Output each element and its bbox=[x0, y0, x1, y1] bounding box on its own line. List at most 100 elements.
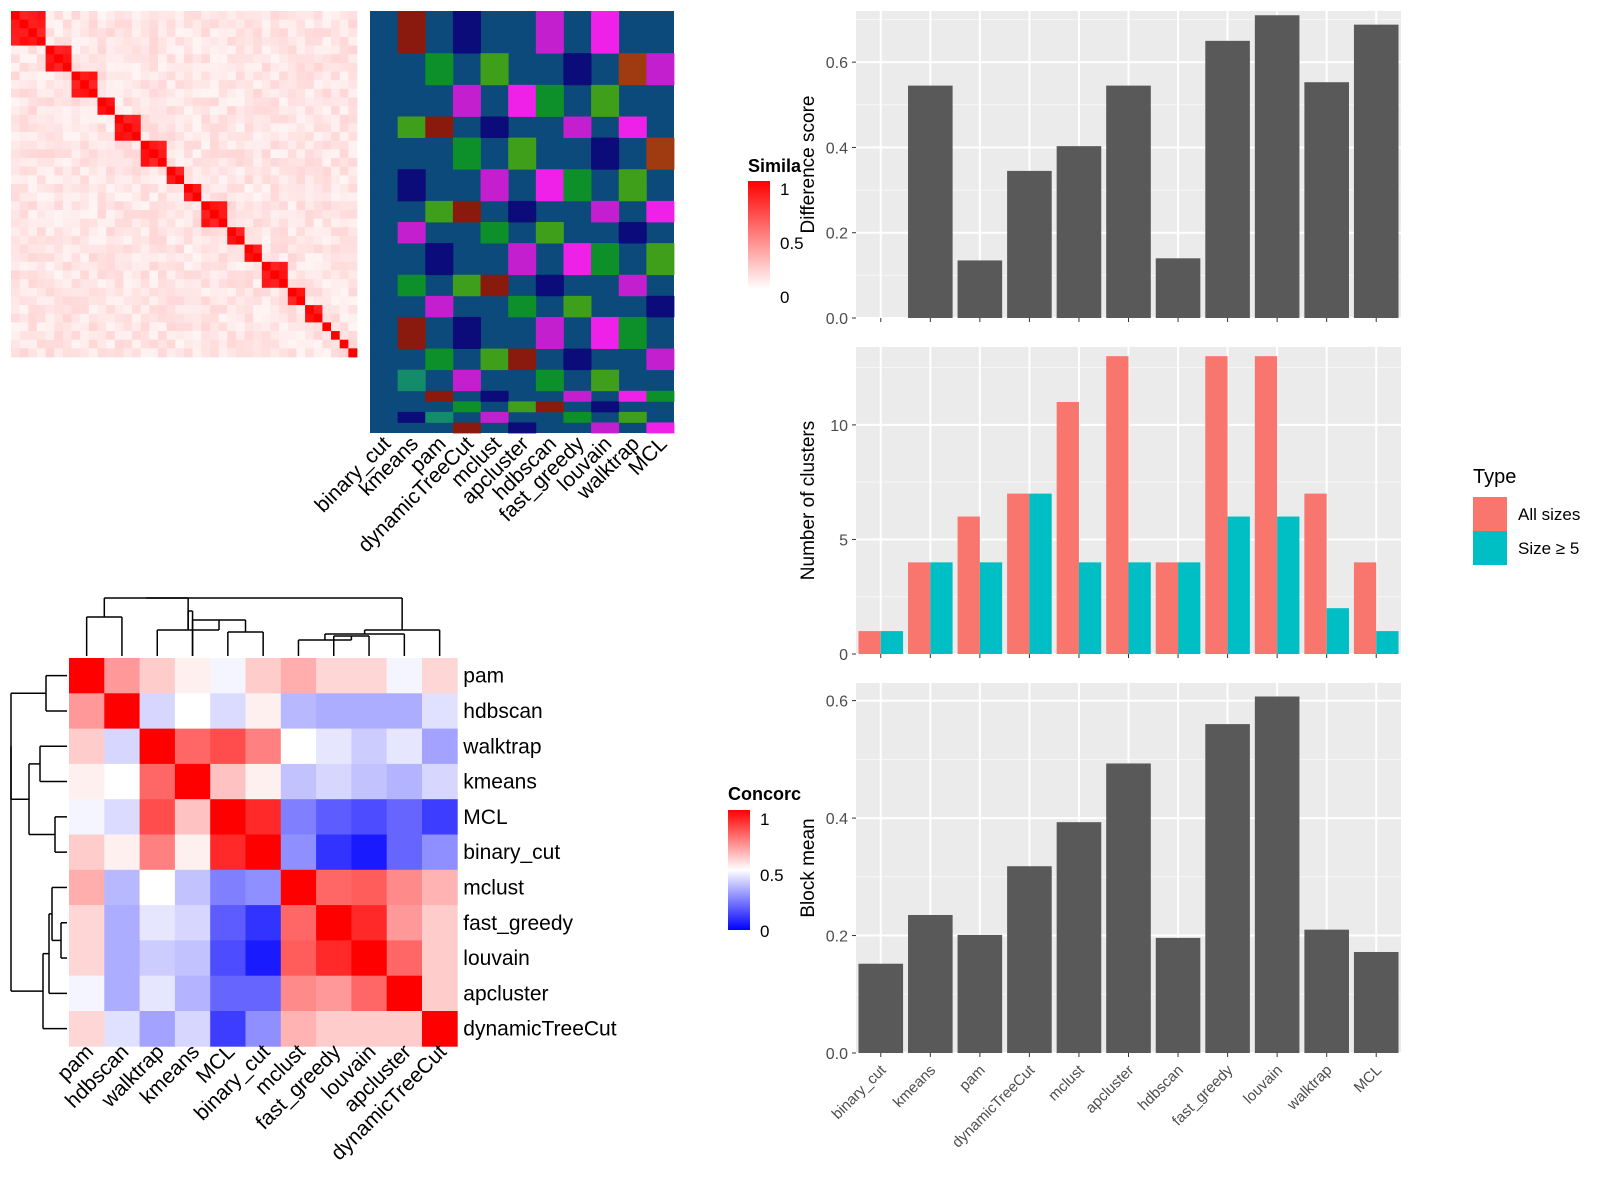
similarity-cell bbox=[28, 209, 38, 219]
similarity-cell bbox=[80, 123, 90, 133]
similarity-cell bbox=[201, 11, 211, 21]
similarity-cell bbox=[97, 149, 107, 159]
similarity-cell bbox=[62, 175, 72, 185]
similarity-cell bbox=[235, 123, 245, 133]
legend-key-size-ge-5 bbox=[1473, 531, 1507, 565]
concordance-cell bbox=[139, 658, 176, 694]
similarity-cell bbox=[71, 71, 81, 81]
similarity-cell bbox=[270, 287, 280, 297]
similarity-cell bbox=[348, 45, 358, 55]
similarity-cell bbox=[166, 253, 176, 263]
assignment-cell bbox=[425, 390, 454, 402]
y-axis-label: Number of clusters bbox=[798, 421, 819, 580]
similarity-cell bbox=[201, 253, 211, 263]
similarity-cell bbox=[305, 244, 315, 254]
similarity-cell bbox=[313, 227, 323, 237]
similarity-cell bbox=[296, 244, 306, 254]
similarity-cell bbox=[192, 192, 202, 202]
similarity-cell bbox=[149, 158, 159, 168]
concordance-cell bbox=[174, 693, 211, 729]
similarity-cell bbox=[158, 149, 168, 159]
similarity-cell bbox=[28, 19, 38, 29]
similarity-cell bbox=[348, 19, 358, 29]
similarity-cell bbox=[270, 19, 280, 29]
assignment-cell bbox=[535, 285, 564, 297]
similarity-cell bbox=[97, 166, 107, 176]
similarity-cell bbox=[114, 209, 124, 219]
similarity-cell bbox=[227, 279, 237, 289]
similarity-cell bbox=[36, 209, 46, 219]
similarity-cell bbox=[305, 45, 315, 55]
similarity-cell bbox=[19, 218, 29, 228]
similarity-cell bbox=[11, 80, 21, 90]
similarity-cell bbox=[19, 45, 29, 55]
similarity-cell bbox=[175, 80, 185, 90]
similarity-cell bbox=[339, 166, 349, 176]
similarity-cell bbox=[54, 80, 64, 90]
similarity-cell bbox=[192, 313, 202, 323]
assignment-cell bbox=[591, 264, 620, 276]
similarity-cell bbox=[209, 19, 219, 29]
similarity-cell bbox=[36, 166, 46, 176]
similarity-cell bbox=[28, 192, 38, 202]
similarity-cell bbox=[287, 218, 297, 228]
similarity-cell bbox=[313, 261, 323, 271]
similarity-cell bbox=[253, 45, 263, 55]
similarity-cell bbox=[305, 184, 315, 194]
similarity-cell bbox=[123, 123, 133, 133]
similarity-cell bbox=[305, 209, 315, 219]
concordance-cell bbox=[104, 905, 140, 941]
similarity-cell bbox=[235, 88, 245, 98]
similarity-cell bbox=[62, 11, 72, 21]
similarity-cell bbox=[244, 235, 254, 245]
similarity-cell bbox=[209, 132, 219, 142]
similarity-cell bbox=[19, 279, 29, 289]
similarity-cell bbox=[253, 331, 263, 341]
assignment-cell bbox=[480, 359, 509, 371]
similarity-cell bbox=[11, 19, 21, 29]
similarity-cell bbox=[114, 140, 124, 150]
similarity-cell bbox=[166, 88, 176, 98]
concordance-legend: Concorc 1 0.5 0 bbox=[728, 784, 801, 941]
concordance-cell bbox=[245, 763, 282, 800]
similarity-cell bbox=[218, 348, 228, 358]
similarity-cell bbox=[80, 235, 90, 245]
similarity-cell bbox=[227, 296, 237, 306]
concordance-row-label: hdbscan bbox=[463, 700, 542, 723]
similarity-cell bbox=[132, 244, 142, 254]
similarity-cell bbox=[175, 261, 185, 271]
similarity-cell bbox=[36, 279, 46, 289]
similarity-cell bbox=[270, 123, 280, 133]
similarity-cell bbox=[80, 28, 90, 38]
similarity-cell bbox=[235, 305, 245, 315]
x-tick-label: MCL bbox=[1351, 1062, 1385, 1096]
concordance-row-label: kmeans bbox=[463, 771, 537, 794]
similarity-cell bbox=[175, 192, 185, 202]
similarity-cell bbox=[279, 36, 289, 46]
similarity-cell bbox=[114, 227, 124, 237]
similarity-cell bbox=[305, 270, 315, 280]
similarity-cell bbox=[45, 106, 55, 116]
similarity-cell bbox=[261, 11, 271, 21]
similarity-cell bbox=[209, 184, 219, 194]
assignment-cell bbox=[397, 32, 426, 44]
similarity-cell bbox=[80, 36, 90, 46]
similarity-cell bbox=[244, 88, 254, 98]
assignment-cell bbox=[535, 11, 564, 22]
similarity-cell bbox=[11, 313, 21, 323]
similarity-cell bbox=[97, 123, 107, 133]
similarity-cell bbox=[192, 253, 202, 263]
similarity-cell bbox=[62, 322, 72, 332]
y-tick-label: 0.6 bbox=[826, 694, 848, 711]
similarity-cell bbox=[132, 296, 142, 306]
similarity-cell bbox=[175, 296, 185, 306]
similarity-cell bbox=[184, 322, 194, 332]
similarity-cell bbox=[19, 123, 29, 133]
similarity-cell bbox=[235, 331, 245, 341]
similarity-cell bbox=[279, 279, 289, 289]
similarity-cell bbox=[218, 339, 228, 349]
assignment-cell bbox=[535, 369, 564, 381]
similarity-cell bbox=[88, 114, 98, 124]
assignment-cell bbox=[425, 306, 454, 318]
similarity-cell bbox=[305, 296, 315, 306]
